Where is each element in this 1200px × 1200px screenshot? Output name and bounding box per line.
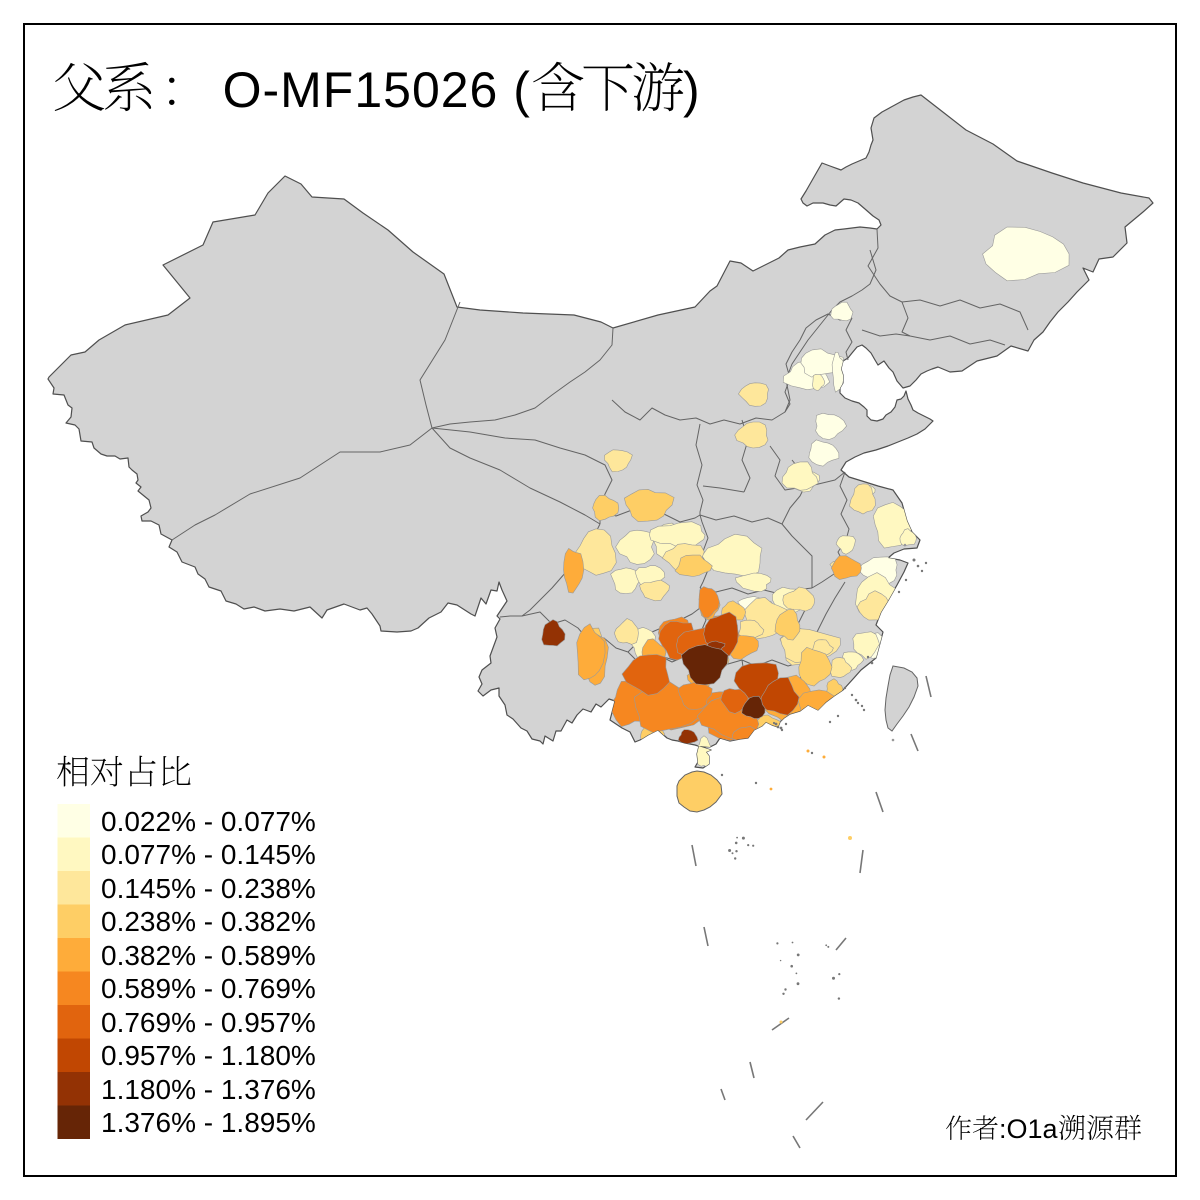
svg-text:1.376% - 1.895%: 1.376% - 1.895%: [101, 1107, 316, 1138]
svg-text:1.180% - 1.376%: 1.180% - 1.376%: [101, 1074, 316, 1105]
svg-text:0.145% - 0.238%: 0.145% - 0.238%: [101, 873, 316, 904]
svg-text:0.589% - 0.769%: 0.589% - 0.769%: [101, 973, 316, 1004]
svg-text:0.769% - 0.957%: 0.769% - 0.957%: [101, 1007, 316, 1038]
svg-text:0.077% - 0.145%: 0.077% - 0.145%: [101, 839, 316, 870]
svg-text:0.022% - 0.077%: 0.022% - 0.077%: [101, 806, 316, 837]
svg-text:): ): [683, 62, 700, 118]
svg-text:0.238% - 0.382%: 0.238% - 0.382%: [101, 906, 316, 937]
svg-text:O-MF15026 (: O-MF15026 (: [223, 62, 531, 118]
svg-text:0.957% - 1.180%: 0.957% - 1.180%: [101, 1040, 316, 1071]
svg-text::O1a: :O1a: [999, 1114, 1059, 1144]
svg-text:0.382% - 0.589%: 0.382% - 0.589%: [101, 940, 316, 971]
